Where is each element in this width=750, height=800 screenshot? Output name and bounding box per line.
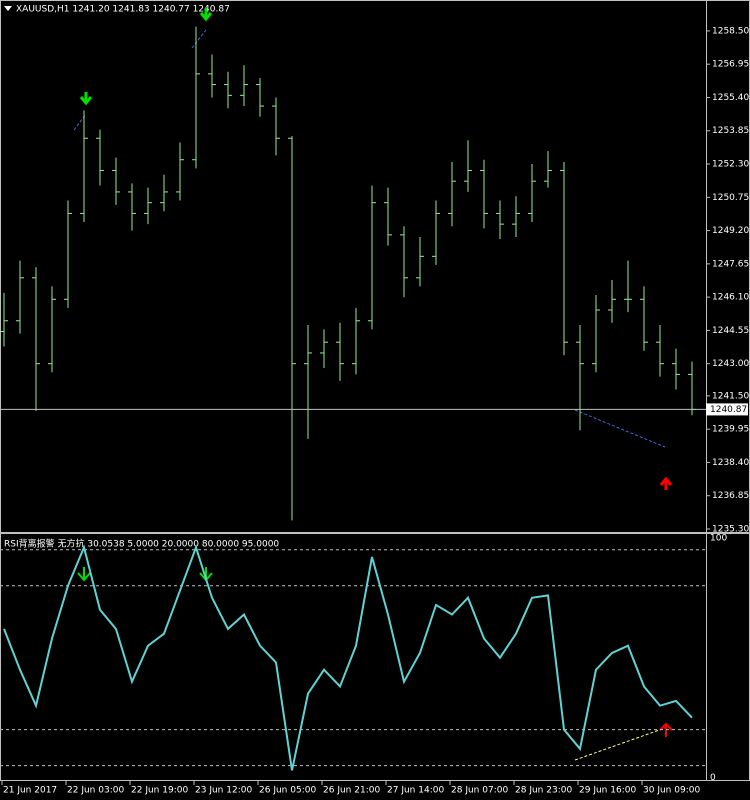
chart-title: XAUUSD,H1 1241.20 1241.83 1240.77 1240.8… [16,5,230,15]
y-tick-label: 1239.95 [712,425,749,435]
y-tick-label: 1238.40 [712,458,749,468]
y-tick-label: 1241.50 [712,391,749,401]
buy-arrow [659,722,673,737]
indicator-title: RSI背离报警 无方抗 30.0538 5.0000 20.0000 80.00… [4,538,279,550]
menu-triangle [4,6,12,11]
x-tick-label: 30 Jun 09:00 [643,786,700,796]
sell-arrow [199,8,213,22]
main-frame [0,0,750,533]
y-tick-label: 0 [710,773,716,783]
x-tick-label: 22 Jun 03:00 [67,786,124,796]
divergence-line [574,727,666,761]
y-tick-label: 1236.85 [712,491,749,501]
x-tick-label: 23 Jun 12:00 [195,786,252,796]
y-tick-label: 1258.50 [712,26,749,36]
x-tick-label: 28 Jun 23:00 [515,786,572,796]
y-tick-label: 1246.10 [712,293,749,303]
y-tick-label: 1247.65 [712,259,749,269]
current-price-box [706,403,748,416]
y-tick-label: 1243.00 [712,359,749,369]
current-price-label: 1240.87 [710,405,747,415]
y-tick-label: 1249.20 [712,226,749,236]
rsi-line [3,544,693,771]
y-tick-label: 100 [710,533,727,543]
buy-arrow [659,476,673,490]
x-tick-label: 22 Jun 19:00 [131,786,188,796]
x-tick-label: 29 Jun 16:00 [579,786,636,796]
x-tick-label: 26 Jun 05:00 [259,786,316,796]
x-tick-label: 28 Jun 07:00 [451,786,508,796]
y-tick-label: 1244.55 [712,326,749,336]
divergence-line [574,409,666,448]
sell-arrow [77,567,91,582]
annotations [73,8,673,761]
y-tick-label: 1255.40 [712,93,749,103]
sell-arrow [79,92,93,106]
y-tick-label: 1253.85 [712,126,749,136]
divergence-line [191,29,207,49]
y-tick-label: 1256.95 [712,60,749,70]
y-tick-label: 1252.30 [712,160,749,170]
x-tick-label: 26 Jun 21:00 [323,786,380,796]
y-tick-label: 1235.30 [712,524,749,534]
x-tick-label: 21 Jun 2017 [3,786,57,796]
y-tick-label: 1250.75 [712,193,749,203]
x-tick-label: 27 Jun 14:00 [387,786,444,796]
